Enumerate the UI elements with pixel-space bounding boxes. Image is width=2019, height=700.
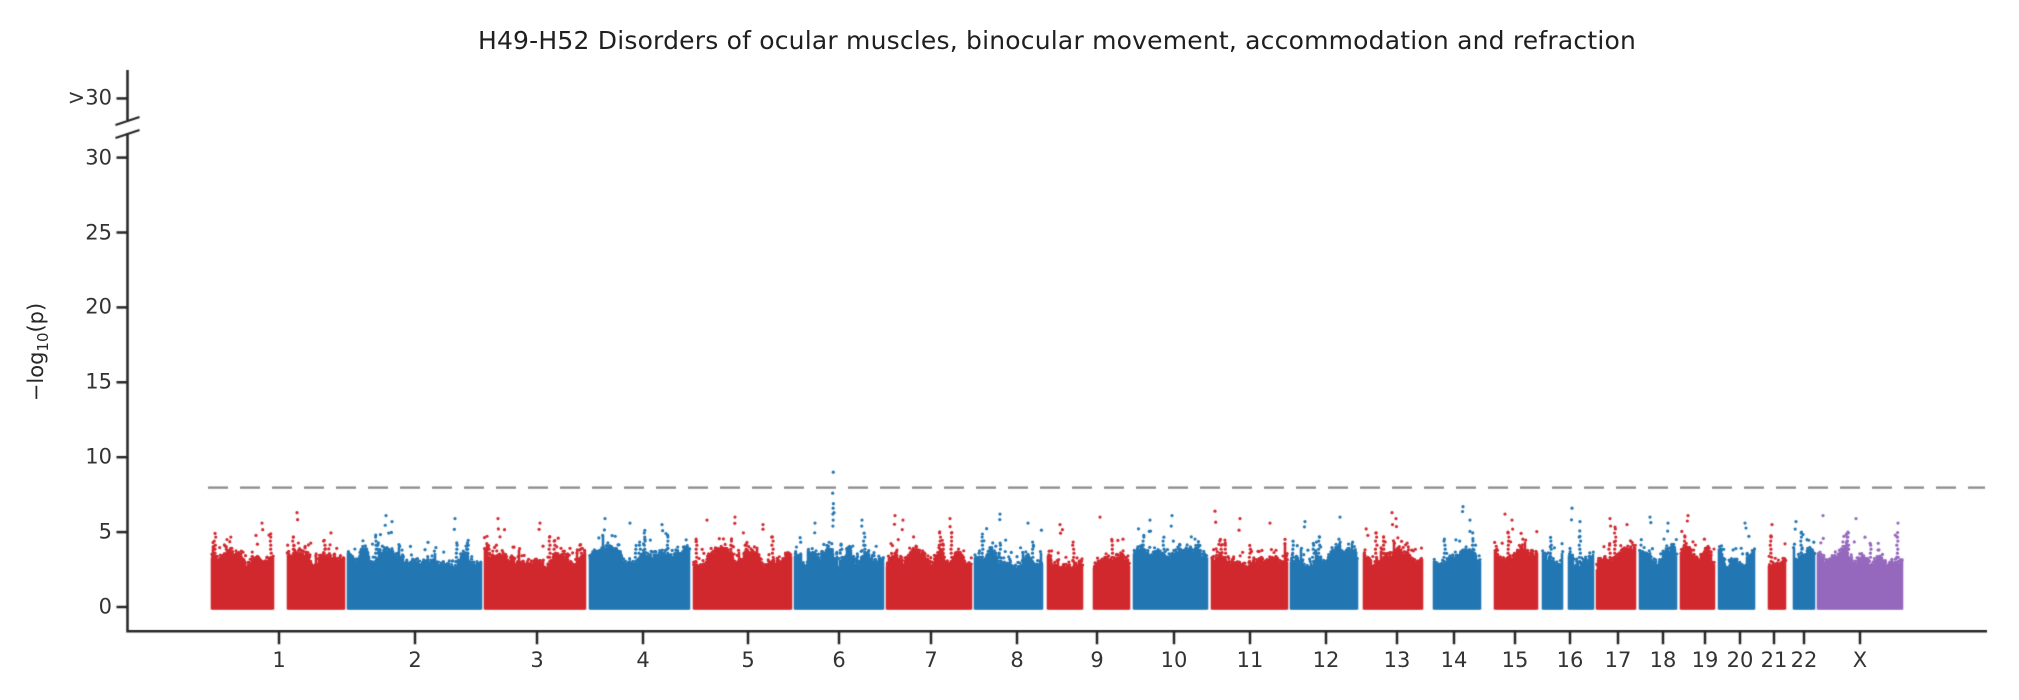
x-tick-label-chr11: 11 bbox=[1236, 648, 1264, 672]
y-tick-label-30: 30 bbox=[85, 145, 112, 170]
x-tick-label-chr5: 5 bbox=[741, 648, 755, 672]
y-tick-label-15: 15 bbox=[85, 369, 112, 394]
x-tick-label-chr2: 2 bbox=[408, 648, 422, 672]
y-tick-label-20: 20 bbox=[85, 294, 112, 319]
x-tick-label-chr8: 8 bbox=[1010, 648, 1024, 672]
y-tick-label-0: 0 bbox=[98, 594, 112, 619]
x-tick-label-chr14: 14 bbox=[1440, 648, 1468, 672]
y-tick-label-5: 5 bbox=[98, 519, 112, 544]
x-tick-label-chr18: 18 bbox=[1649, 648, 1677, 672]
x-tick-label-chr12: 12 bbox=[1312, 648, 1340, 672]
x-tick-label-chr22: 22 bbox=[1790, 648, 1818, 672]
x-tick-label-chr21: 21 bbox=[1760, 648, 1788, 672]
y-axis-tick-labels: 0 5 10 15 20 25 30 >30 bbox=[0, 0, 112, 700]
y-tick-label-10: 10 bbox=[85, 444, 112, 469]
x-tick-label-chr1: 1 bbox=[272, 648, 286, 672]
x-tick-label-chr17: 17 bbox=[1604, 648, 1632, 672]
x-tick-label-chr7: 7 bbox=[924, 648, 938, 672]
x-tick-label-chr20: 20 bbox=[1726, 648, 1754, 672]
x-tick-label-chr4: 4 bbox=[636, 648, 650, 672]
x-tick-label-chr10: 10 bbox=[1160, 648, 1188, 672]
x-tick-label-chr16: 16 bbox=[1556, 648, 1584, 672]
x-tick-label-chr9: 9 bbox=[1090, 648, 1104, 672]
x-tick-label-chr6: 6 bbox=[832, 648, 846, 672]
chart-title: H49-H52 Disorders of ocular muscles, bin… bbox=[477, 26, 1637, 55]
x-tick-label-chr19: 19 bbox=[1691, 648, 1719, 672]
y-tick-label-25: 25 bbox=[85, 220, 112, 245]
x-tick-label-chr13: 13 bbox=[1383, 648, 1411, 672]
x-tick-label-chr15: 15 bbox=[1501, 648, 1529, 672]
x-tick-label-chrX: X bbox=[1852, 648, 1868, 672]
y-tick-label-gt30: >30 bbox=[67, 85, 112, 110]
x-tick-label-chr3: 3 bbox=[530, 648, 544, 672]
